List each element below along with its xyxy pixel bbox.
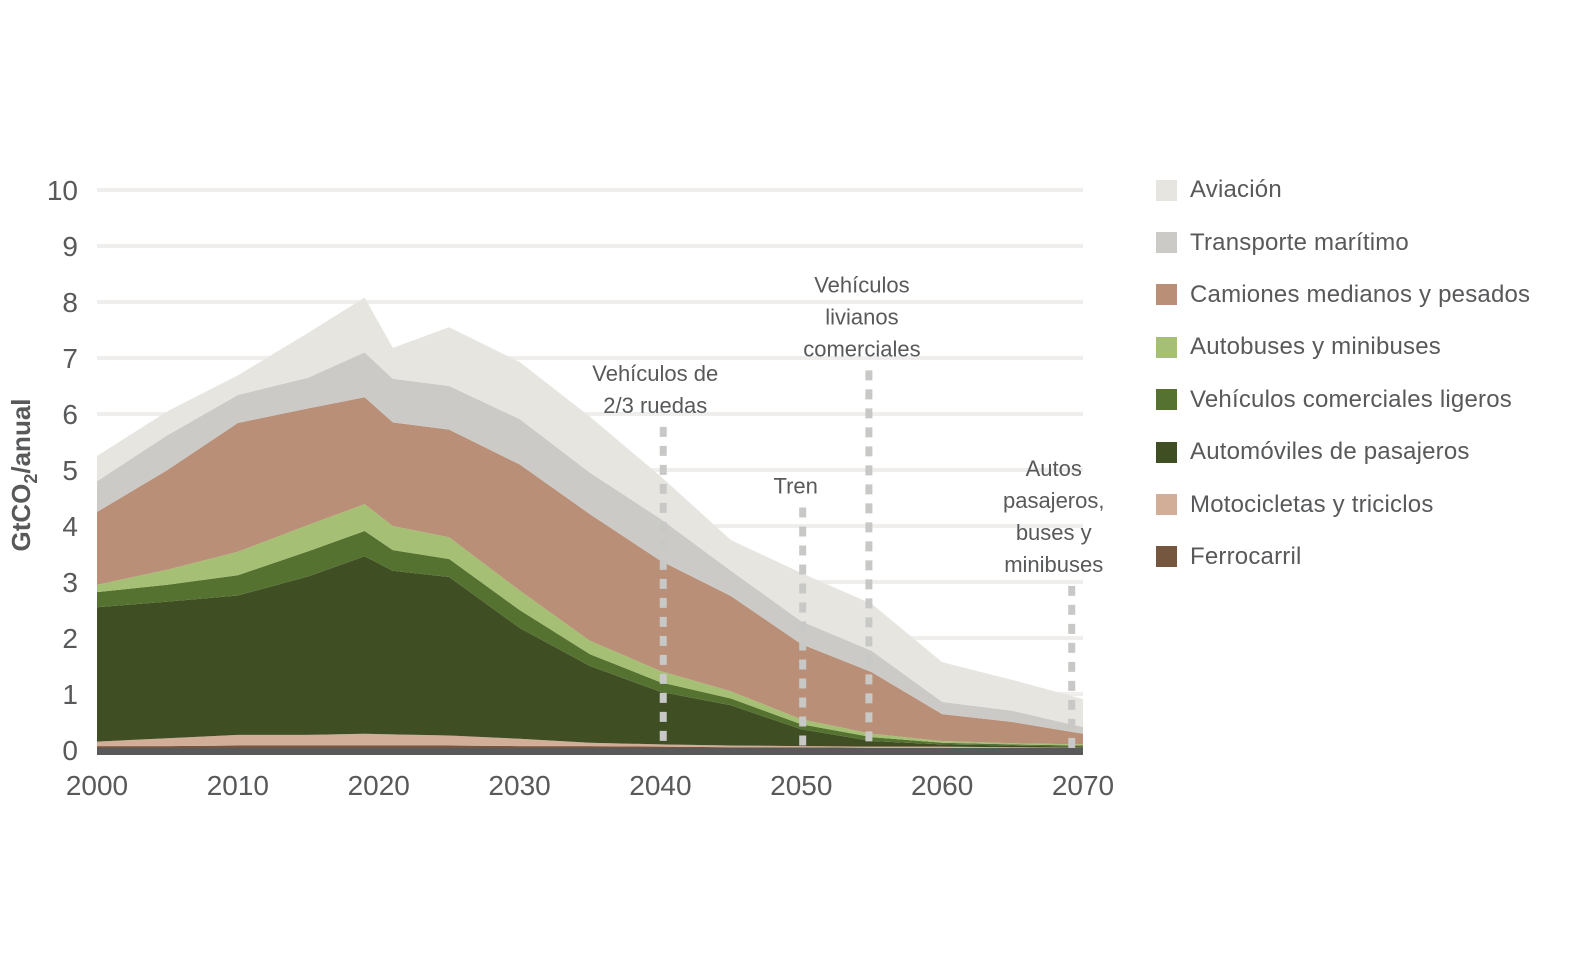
annotation-label-vehiculos-livianos-comerciales: Vehículos (814, 272, 909, 297)
legend-item: Camiones medianos y pesados (1156, 269, 1530, 321)
x-tick-label: 2070 (1052, 770, 1114, 801)
legend-label: Ferrocarril (1190, 542, 1302, 570)
y-axis-label: GtCO2/anual (6, 398, 41, 551)
y-tick-label: 4 (62, 511, 78, 542)
x-tick-label: 2020 (348, 770, 410, 801)
annotation-label-vehiculos-2-3-ruedas: Vehículos de (592, 361, 718, 386)
legend-swatch-icon (1156, 389, 1177, 411)
x-tick-label: 2030 (488, 770, 550, 801)
annotation-label-vehiculos-2-3-ruedas: 2/3 ruedas (603, 393, 707, 418)
y-tick-label: 1 (62, 679, 78, 710)
x-tick-label: 2010 (207, 770, 269, 801)
legend-item: Vehículos comerciales ligeros (1156, 374, 1530, 426)
y-tick-label: 7 (62, 343, 78, 374)
legend-label: Motocicletas y triciclos (1190, 490, 1434, 518)
annotation-label-autos-pasajeros-buses-minibuses: buses y (1016, 520, 1092, 545)
legend-label: Vehículos comerciales ligeros (1190, 385, 1512, 413)
x-tick-label: 2040 (629, 770, 691, 801)
x-tick-label: 2060 (911, 770, 973, 801)
y-tick-label: 5 (62, 455, 78, 486)
annotation-label-autos-pasajeros-buses-minibuses: Autos (1026, 456, 1082, 481)
legend-item: Aviación (1156, 164, 1530, 216)
area-motocicletas-y-triciclos (97, 733, 1083, 749)
legend-label: Aviación (1190, 176, 1282, 204)
area-transporte-mar-timo (97, 352, 1083, 734)
legend-item: Autobuses y minibuses (1156, 321, 1530, 373)
y-tick-label: 6 (62, 399, 78, 430)
legend-item: Transporte marítimo (1156, 216, 1530, 268)
legend-swatch-icon (1156, 232, 1177, 254)
x-tick-label: 2050 (770, 770, 832, 801)
chart-legend: Aviación Transporte marítimo Camiones medi… (1156, 164, 1530, 583)
legend-item: Automóviles de pasajeros (1156, 426, 1530, 478)
legend-swatch-icon (1156, 336, 1177, 358)
x-axis-line (97, 748, 1083, 755)
annotation-label-autos-pasajeros-buses-minibuses: minibuses (1004, 552, 1103, 577)
annotation-label-autos-pasajeros-buses-minibuses: pasajeros, (1003, 488, 1105, 513)
legend-label: Camiones medianos y pesados (1190, 280, 1531, 308)
y-tick-label: 9 (62, 231, 78, 262)
legend-label: Transporte marítimo (1190, 228, 1409, 256)
legend-item: Ferrocarril (1156, 531, 1530, 583)
y-tick-label: 10 (47, 175, 78, 206)
legend-swatch-icon (1156, 546, 1177, 568)
legend-item: Motocicletas y triciclos (1156, 478, 1530, 530)
x-tick-label: 2000 (66, 770, 128, 801)
annotation-label-vehiculos-livianos-comerciales: comerciales (803, 336, 920, 361)
area-autom-viles-de-pasajeros (97, 556, 1083, 748)
y-tick-label: 3 (62, 567, 78, 598)
y-tick-label: 8 (62, 287, 78, 318)
legend-label: Automóviles de pasajeros (1190, 438, 1470, 466)
area-aviaci-n (97, 297, 1083, 728)
legend-swatch-icon (1156, 179, 1177, 201)
y-tick-label: 0 (62, 735, 78, 766)
area-camiones-medianos-y-pesados (97, 397, 1083, 745)
y-tick-label: 2 (62, 623, 78, 654)
legend-swatch-icon (1156, 494, 1177, 516)
legend-swatch-icon (1156, 441, 1177, 463)
annotation-label-vehiculos-livianos-comerciales: livianos (825, 304, 898, 329)
legend-swatch-icon (1156, 284, 1177, 306)
legend-label: Autobuses y minibuses (1190, 333, 1441, 361)
annotation-label-tren: Tren (773, 474, 817, 499)
